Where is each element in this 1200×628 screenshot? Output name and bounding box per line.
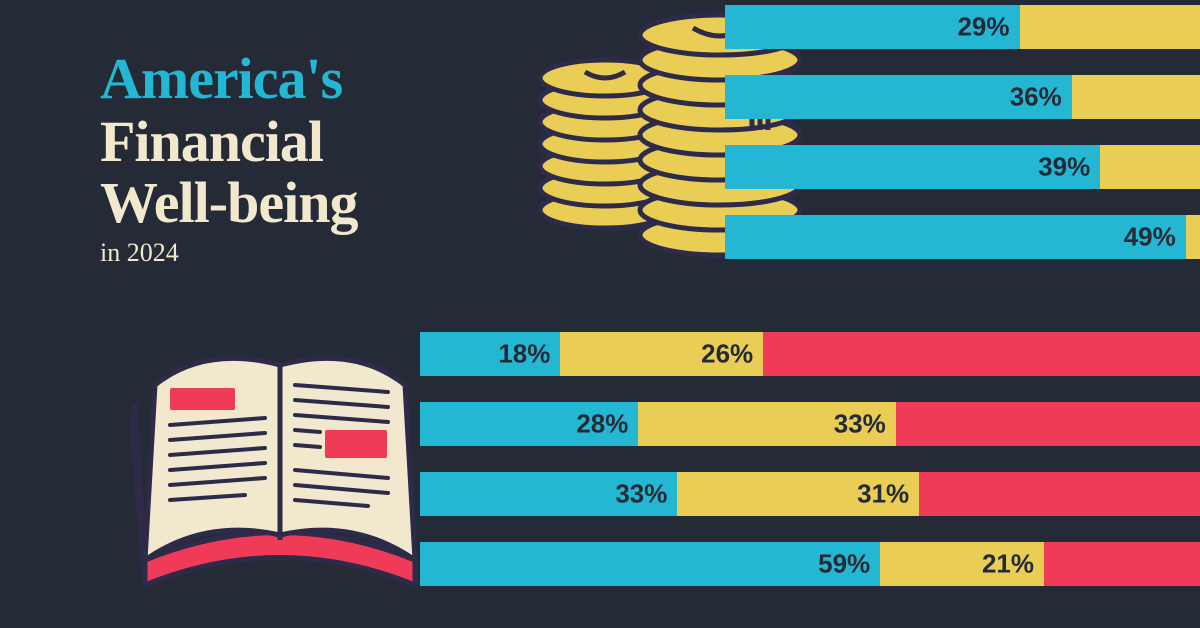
bar-label: 28%: [576, 409, 628, 440]
title-line2b: Well-being: [100, 173, 357, 234]
bar-segment: 18%: [420, 332, 560, 376]
bar-label: 21%: [982, 549, 1034, 580]
bar-segment: [1072, 75, 1200, 119]
bar-segment: 33%: [420, 472, 677, 516]
bar-label: 33%: [615, 479, 667, 510]
bar-segment: [1100, 145, 1200, 189]
bar-label: 49%: [1124, 222, 1176, 253]
bar-label: 33%: [834, 409, 886, 440]
bar-row: 36%: [725, 75, 1200, 119]
bar-row: 59% 21%: [420, 542, 1200, 586]
chart-bottom: 18% 26% 28% 33% 33% 31% 59% 21%: [420, 332, 1200, 612]
bar-label: 39%: [1038, 152, 1090, 183]
bar-segment: 33%: [638, 402, 895, 446]
bar-label: 36%: [1010, 82, 1062, 113]
title-sub: in 2024: [100, 238, 357, 268]
bar-row: 29%: [725, 5, 1200, 49]
bar-segment: 31%: [677, 472, 919, 516]
bar-segment: 49%: [725, 215, 1186, 259]
bar-row: 28% 33%: [420, 402, 1200, 446]
bar-row: 39%: [725, 145, 1200, 189]
bar-segment: 26%: [560, 332, 763, 376]
bar-segment: [896, 402, 1200, 446]
title-block: America's Financial Well-being in 2024: [100, 45, 357, 268]
bar-label: 59%: [818, 549, 870, 580]
bar-segment: 36%: [725, 75, 1072, 119]
chart-top: 29% 36% 39% 49%: [725, 0, 1200, 285]
bar-segment: 29%: [725, 5, 1020, 49]
bar-label: 29%: [957, 12, 1009, 43]
bar-row: 33% 31%: [420, 472, 1200, 516]
bar-segment: 21%: [880, 542, 1044, 586]
title-line2a: Financial: [100, 112, 357, 173]
bar-segment: [1186, 215, 1200, 259]
bar-segment: 28%: [420, 402, 638, 446]
bar-row: 49%: [725, 215, 1200, 259]
bar-label: 31%: [857, 479, 909, 510]
bar-segment: [919, 472, 1200, 516]
title-line1: America's: [100, 45, 357, 112]
bar-segment: [1020, 5, 1200, 49]
bar-segment: 59%: [420, 542, 880, 586]
bar-label: 18%: [498, 339, 550, 370]
bar-segment: [1044, 542, 1200, 586]
open-book-icon: [130, 330, 430, 610]
bar-segment: [763, 332, 1200, 376]
bar-segment: 39%: [725, 145, 1100, 189]
bar-label: 26%: [701, 339, 753, 370]
bar-row: 18% 26%: [420, 332, 1200, 376]
